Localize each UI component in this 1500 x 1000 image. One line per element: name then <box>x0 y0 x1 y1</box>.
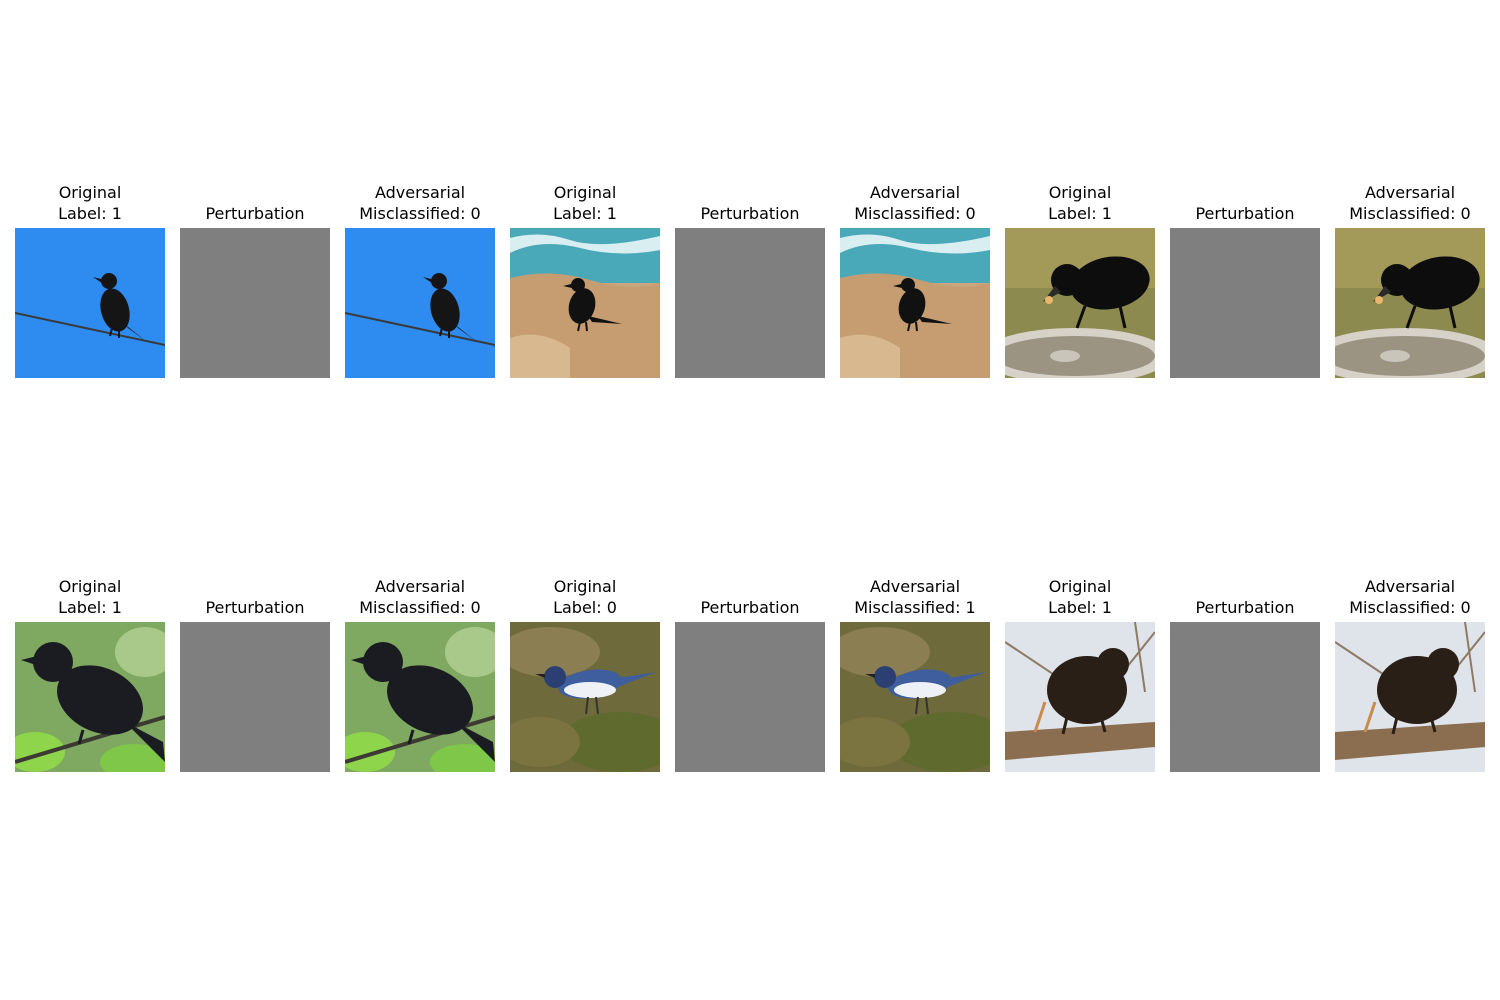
original-title-r1-t0: Original Label: 1 <box>0 576 185 618</box>
original-title-r0-t2: Original Label: 1 <box>985 182 1175 224</box>
label-line: Label: 1 <box>58 598 122 617</box>
title-line: Adversarial <box>869 577 961 596</box>
misclassified-line: Misclassified: 0 <box>1349 598 1471 617</box>
crow-on-twigs-image <box>1335 622 1485 772</box>
adversarial-image-r1-t1 <box>840 622 990 772</box>
adversarial-image-r0-t0 <box>345 228 495 378</box>
title-line: Original <box>553 577 617 596</box>
warbler-on-moss-image <box>510 622 660 772</box>
crow-on-wire-image <box>15 228 165 378</box>
original-image-r1-t1 <box>510 622 660 772</box>
original-title-r0-t0: Original Label: 1 <box>0 182 185 224</box>
perturbation-image-r0-t2 <box>1170 228 1320 378</box>
perturbation-title-r0-t1: Perturbation <box>700 204 800 223</box>
original-image-r1-t2 <box>1005 622 1155 772</box>
perturbation-title-r1-t2: Perturbation <box>1195 598 1295 617</box>
crow-on-branch-image <box>345 622 495 772</box>
crow-on-twigs-image <box>1005 622 1155 772</box>
title-line: Adversarial <box>374 577 466 596</box>
adversarial-title-r0-t2: Adversarial Misclassified: 0 <box>1315 182 1500 224</box>
misclassified-line: Misclassified: 0 <box>1349 204 1471 223</box>
original-image-r0-t2 <box>1005 228 1155 378</box>
original-image-r1-t0 <box>15 622 165 772</box>
perturbation-image-r0-t0 <box>180 228 330 378</box>
crow-on-beach-image <box>840 228 990 378</box>
adversarial-title-r1-t0: Adversarial Misclassified: 0 <box>325 576 515 618</box>
original-image-r0-t1 <box>510 228 660 378</box>
warbler-on-moss-image <box>840 622 990 772</box>
adversarial-title-r0-t1: Adversarial Misclassified: 0 <box>820 182 1010 224</box>
perturbation-image-r0-t1 <box>675 228 825 378</box>
adversarial-image-r0-t1 <box>840 228 990 378</box>
title-line: Original <box>1048 577 1112 596</box>
title-line: Adversarial <box>1364 183 1456 202</box>
title-line: Original <box>553 183 617 202</box>
perturbation-title-r0-t2: Perturbation <box>1195 204 1295 223</box>
adversarial-title-r1-t2: Adversarial Misclassified: 0 <box>1315 576 1500 618</box>
crow-at-birdbath-image <box>1335 228 1485 378</box>
title-line: Original <box>1048 183 1112 202</box>
perturbation-image-r1-t0 <box>180 622 330 772</box>
misclassified-line: Misclassified: 0 <box>359 204 481 223</box>
label-line: Label: 1 <box>553 204 617 223</box>
perturbation-title-r1-t0: Perturbation <box>205 598 305 617</box>
original-title-r1-t1: Original Label: 0 <box>490 576 680 618</box>
perturbation-title-r1-t1: Perturbation <box>700 598 800 617</box>
title-line: Adversarial <box>1364 577 1456 596</box>
label-line: Label: 1 <box>58 204 122 223</box>
misclassified-line: Misclassified: 0 <box>359 598 481 617</box>
adversarial-image-r1-t0 <box>345 622 495 772</box>
crow-on-wire-image <box>345 228 495 378</box>
label-line: Label: 1 <box>1048 204 1112 223</box>
perturbation-title-r0-t0: Perturbation <box>205 204 305 223</box>
adversarial-image-r1-t2 <box>1335 622 1485 772</box>
title-line: Original <box>58 183 122 202</box>
crow-on-beach-image <box>510 228 660 378</box>
adversarial-title-r1-t1: Adversarial Misclassified: 1 <box>820 576 1010 618</box>
crow-on-branch-image <box>15 622 165 772</box>
title-line: Adversarial <box>374 183 466 202</box>
original-title-r1-t2: Original Label: 1 <box>985 576 1175 618</box>
misclassified-line: Misclassified: 1 <box>854 598 976 617</box>
perturbation-image-r1-t1 <box>675 622 825 772</box>
crow-at-birdbath-image <box>1005 228 1155 378</box>
label-line: Label: 0 <box>553 598 617 617</box>
title-line: Adversarial <box>869 183 961 202</box>
perturbation-image-r1-t2 <box>1170 622 1320 772</box>
original-title-r0-t1: Original Label: 1 <box>490 182 680 224</box>
adversarial-image-r0-t2 <box>1335 228 1485 378</box>
adversarial-title-r0-t0: Adversarial Misclassified: 0 <box>325 182 515 224</box>
title-line: Original <box>58 577 122 596</box>
original-image-r0-t0 <box>15 228 165 378</box>
label-line: Label: 1 <box>1048 598 1112 617</box>
misclassified-line: Misclassified: 0 <box>854 204 976 223</box>
